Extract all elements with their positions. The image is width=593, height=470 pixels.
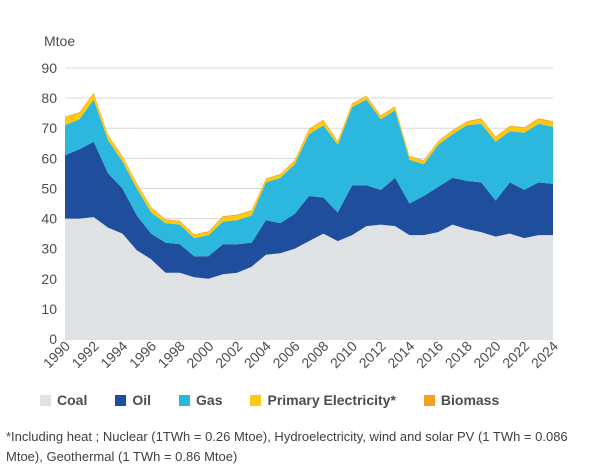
x-tick-label: 2012 [356, 338, 389, 371]
legend-swatch [423, 394, 435, 406]
legend-item: Gas [179, 392, 222, 408]
legend-swatch [179, 394, 191, 406]
legend-label: Gas [196, 392, 223, 408]
legend-label: Oil [132, 392, 152, 408]
y-tick-labels: 0 10 20 30 40 50 60 70 80 90 [41, 60, 57, 347]
y-axis-label: Mtoe [44, 33, 75, 49]
y-tick-label: 70 [41, 120, 57, 136]
y-tick-label: 30 [41, 241, 57, 257]
x-tick-label: 1990 [40, 338, 73, 371]
x-tick-label: 2002 [212, 338, 245, 371]
area-series-oil [65, 141, 553, 279]
x-tick-label: 2004 [241, 338, 274, 371]
legend-label: Coal [57, 392, 88, 408]
y-tick-label: 40 [41, 211, 57, 227]
x-tick-label: 2016 [413, 338, 446, 371]
legend-label: Biomass [440, 392, 500, 408]
x-tick-label: 1996 [126, 338, 159, 371]
footnote: *Including heat ; Nuclear (1TWh = 0.26 M… [6, 429, 568, 464]
area-series-coal [65, 217, 553, 339]
x-tick-label: 1994 [97, 338, 130, 371]
legend-swatch [115, 394, 127, 406]
legend-item: Oil [115, 392, 151, 408]
y-tick-label: 80 [41, 90, 57, 106]
legend-label: Primary Electricity* [267, 392, 396, 408]
series-areas [65, 92, 553, 339]
x-tick-label: 2000 [183, 338, 216, 371]
area-series-gas [65, 99, 553, 257]
x-tick-label: 1992 [68, 338, 101, 371]
legend-item: Primary Electricity* [250, 392, 396, 408]
y-tick-label: 90 [41, 60, 57, 76]
y-tick-label: 20 [41, 271, 57, 287]
x-tick-label: 2006 [269, 338, 302, 371]
stacked-area-chart: 0 10 20 30 40 50 60 70 80 90 19901992199419961998… [40, 33, 561, 371]
legend-item: Coal [40, 392, 87, 408]
x-tick-label: 2020 [470, 338, 503, 371]
x-tick-label: 2022 [499, 338, 532, 371]
x-tick-label: 2010 [327, 338, 360, 371]
legend-swatch [250, 394, 262, 406]
legend-swatch [40, 394, 51, 406]
x-tick-label: 2014 [384, 338, 417, 371]
x-tick-labels: 1990199219941996199820002002200420062008… [40, 338, 561, 371]
y-tick-label: 10 [41, 301, 57, 317]
y-tick-label: 50 [41, 180, 57, 196]
x-tick-label: 2024 [528, 338, 561, 371]
x-tick-label: 2008 [298, 338, 331, 371]
x-tick-label: 2018 [442, 338, 475, 371]
legend-item: Biomass [423, 392, 500, 408]
y-tick-label: 0 [49, 331, 57, 347]
x-tick-label: 1998 [155, 338, 188, 371]
y-tick-label: 60 [41, 150, 57, 166]
legend: Coal Oil Gas Primary Electricity* Biomass [40, 392, 527, 408]
